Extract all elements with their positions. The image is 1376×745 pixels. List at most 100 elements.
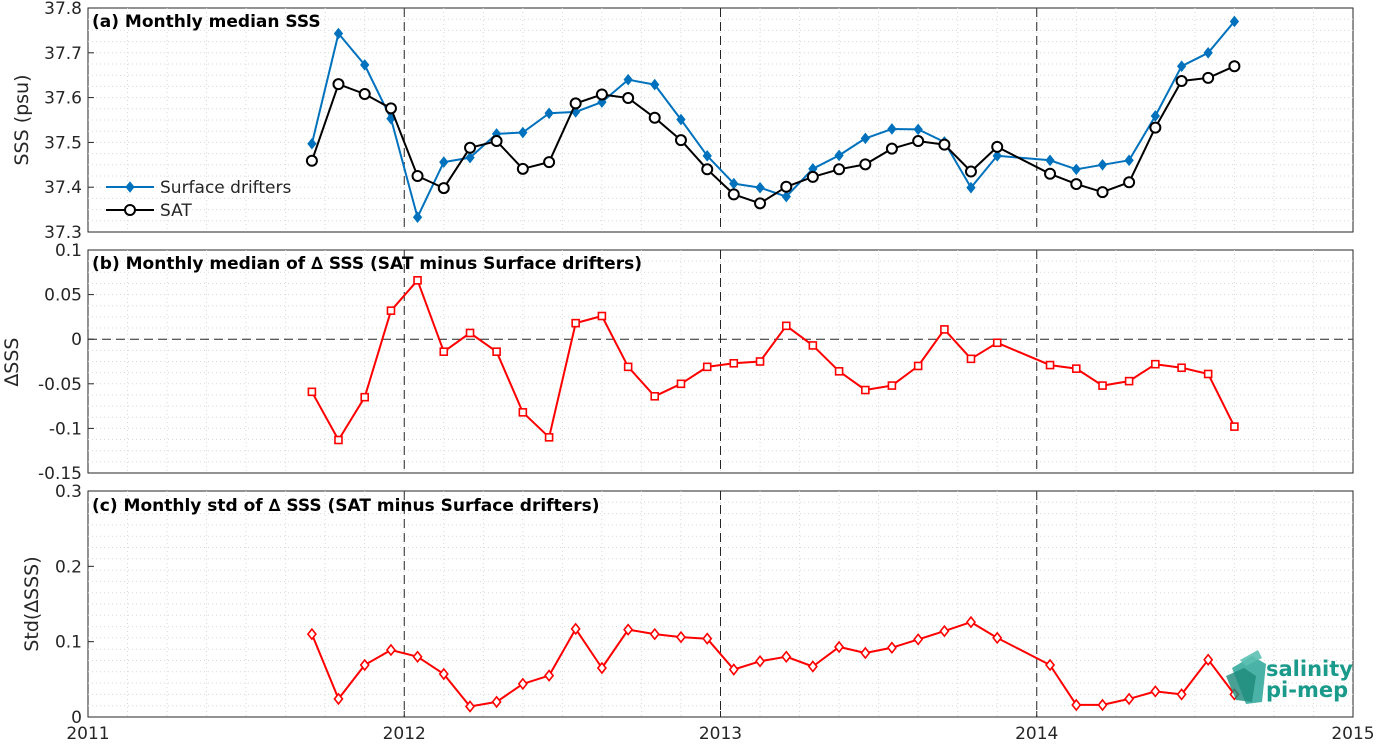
data-point — [781, 650, 792, 664]
data-point — [807, 660, 818, 673]
data-point — [938, 138, 951, 151]
data-point — [992, 150, 1002, 162]
panel-c-std-delta-sss: 0 0.1 0.2 0.3 2011 2012 2013 2014 2015 (c) Mont… — [21, 482, 1375, 744]
data-point — [702, 150, 712, 162]
data-point — [544, 669, 555, 682]
panel-a-title: (a) Monthly median SSS — [92, 12, 321, 32]
data-point — [1071, 364, 1081, 373]
data-point — [1150, 110, 1160, 122]
data-point — [307, 387, 317, 397]
data-point — [729, 358, 739, 368]
panel-b-year-lines — [403, 250, 1038, 473]
data-point — [516, 162, 529, 175]
y-tick-label: 0 — [71, 708, 82, 728]
data-point — [860, 132, 870, 145]
y-tick-label: -0.15 — [38, 464, 82, 484]
salinity-pi-mep-logo: salinity pi-mep — [1226, 650, 1353, 704]
data-point — [464, 141, 477, 154]
data-point — [781, 190, 791, 203]
data-point — [861, 385, 870, 395]
data-point — [623, 623, 634, 636]
data-point — [543, 156, 556, 169]
data-point — [465, 700, 476, 713]
x-tick-label: 2015 — [1331, 724, 1374, 744]
legend-entry-surface-drifters: Surface drifters — [106, 178, 291, 198]
data-point — [755, 654, 766, 668]
data-point — [701, 163, 714, 176]
data-point — [1229, 15, 1240, 28]
data-point — [1044, 167, 1057, 180]
data-point — [1071, 163, 1081, 176]
x-tick-label: 2012 — [383, 724, 426, 744]
data-point — [360, 392, 370, 402]
data-point — [333, 27, 344, 40]
data-point — [305, 154, 318, 167]
panel-b-y-ticks: -0.15 -0.1 -0.05 0 0.05 0.1 — [38, 241, 94, 484]
data-point — [1176, 688, 1187, 701]
data-point — [359, 658, 370, 672]
data-point — [597, 311, 607, 321]
data-point — [491, 695, 502, 709]
data-point — [596, 661, 607, 675]
data-point — [992, 338, 1002, 348]
data-point — [385, 643, 396, 657]
y-tick-label: -0.1 — [49, 419, 82, 439]
y-tick-label: 0 — [71, 330, 82, 350]
data-point — [465, 151, 475, 164]
data-point — [991, 140, 1004, 153]
panel-c-y-axis-label: Std(∆SSS) — [21, 556, 43, 651]
data-point — [622, 92, 635, 105]
y-tick-label: 0.1 — [55, 633, 82, 653]
data-point — [781, 321, 791, 331]
data-point — [886, 641, 897, 654]
data-point — [650, 391, 660, 401]
data-point — [780, 180, 793, 193]
y-tick-label: 0.2 — [55, 557, 82, 577]
x-tick-label: 2014 — [1015, 724, 1058, 744]
data-point — [1202, 71, 1215, 84]
data-point — [965, 615, 976, 629]
data-point — [465, 328, 475, 338]
y-tick-label: 37.5 — [44, 133, 82, 153]
data-point — [518, 126, 528, 139]
data-point — [834, 367, 844, 376]
data-point — [940, 325, 949, 334]
panel-a-y-axis-label: SSS (psu) — [11, 74, 33, 165]
data-point — [570, 622, 581, 636]
data-point — [517, 677, 528, 691]
data-point — [1097, 698, 1108, 712]
logo-mark-icon — [1226, 650, 1266, 704]
data-point — [360, 59, 370, 71]
data-point — [1096, 186, 1109, 199]
data-point — [1123, 176, 1136, 189]
data-point — [492, 347, 501, 356]
panel-a-series — [305, 15, 1241, 224]
data-point — [1228, 60, 1241, 73]
data-point — [912, 135, 925, 148]
data-point — [966, 354, 976, 364]
data-point — [650, 78, 660, 91]
data-point — [754, 197, 767, 210]
logo-text-salinity: salinity — [1266, 657, 1353, 681]
data-point — [358, 88, 371, 101]
data-point — [569, 97, 582, 110]
data-point — [1151, 359, 1160, 369]
data-point — [413, 276, 422, 285]
data-point — [623, 73, 633, 86]
y-tick-label: 0.05 — [44, 286, 82, 306]
y-tick-label: 37.4 — [44, 178, 82, 198]
data-point — [571, 318, 580, 328]
data-point — [412, 211, 423, 224]
data-point — [755, 181, 765, 194]
panel-b-delta-sss: -0.15 -0.1 -0.05 0 0.05 0.1 (b) Monthly media… — [1, 241, 1354, 484]
y-tick-label: 37.7 — [44, 44, 82, 64]
data-point — [1150, 685, 1161, 698]
panel-c-x-ticks: 2011 2012 2013 2014 2015 — [66, 711, 1375, 744]
data-point — [1045, 360, 1055, 370]
y-tick-label: -0.05 — [38, 375, 82, 395]
panel-a-legend: Surface drifters SAT — [106, 178, 291, 221]
data-point — [438, 667, 449, 681]
data-point — [544, 433, 554, 442]
data-point — [1070, 178, 1083, 191]
data-point — [833, 163, 846, 176]
